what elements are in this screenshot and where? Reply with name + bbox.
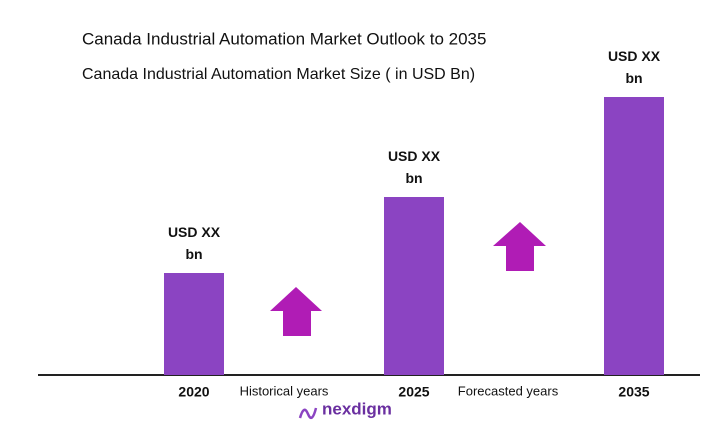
bar — [384, 197, 444, 375]
bar — [604, 97, 664, 375]
value-label: USD XX bn — [387, 148, 441, 186]
chart-title: Canada Industrial Automation Market Outl… — [82, 29, 486, 48]
annotation: Historical years — [240, 383, 329, 398]
growth-arrow — [270, 287, 322, 336]
chart-subtitle: Canada Industrial Automation Market Size… — [82, 66, 475, 83]
annotation: Forecasted years — [458, 383, 559, 398]
x-tick-label: 2035 — [618, 384, 649, 400]
value-label: USD XX bn — [607, 48, 661, 86]
bar — [164, 273, 224, 375]
x-tick-label: 2025 — [398, 384, 429, 400]
logo-icon — [298, 407, 318, 420]
growth-arrow — [493, 222, 546, 271]
x-tick-label: 2020 — [178, 384, 209, 400]
logo: nexdigm — [322, 399, 392, 418]
value-label: USD XX bn — [167, 224, 221, 262]
